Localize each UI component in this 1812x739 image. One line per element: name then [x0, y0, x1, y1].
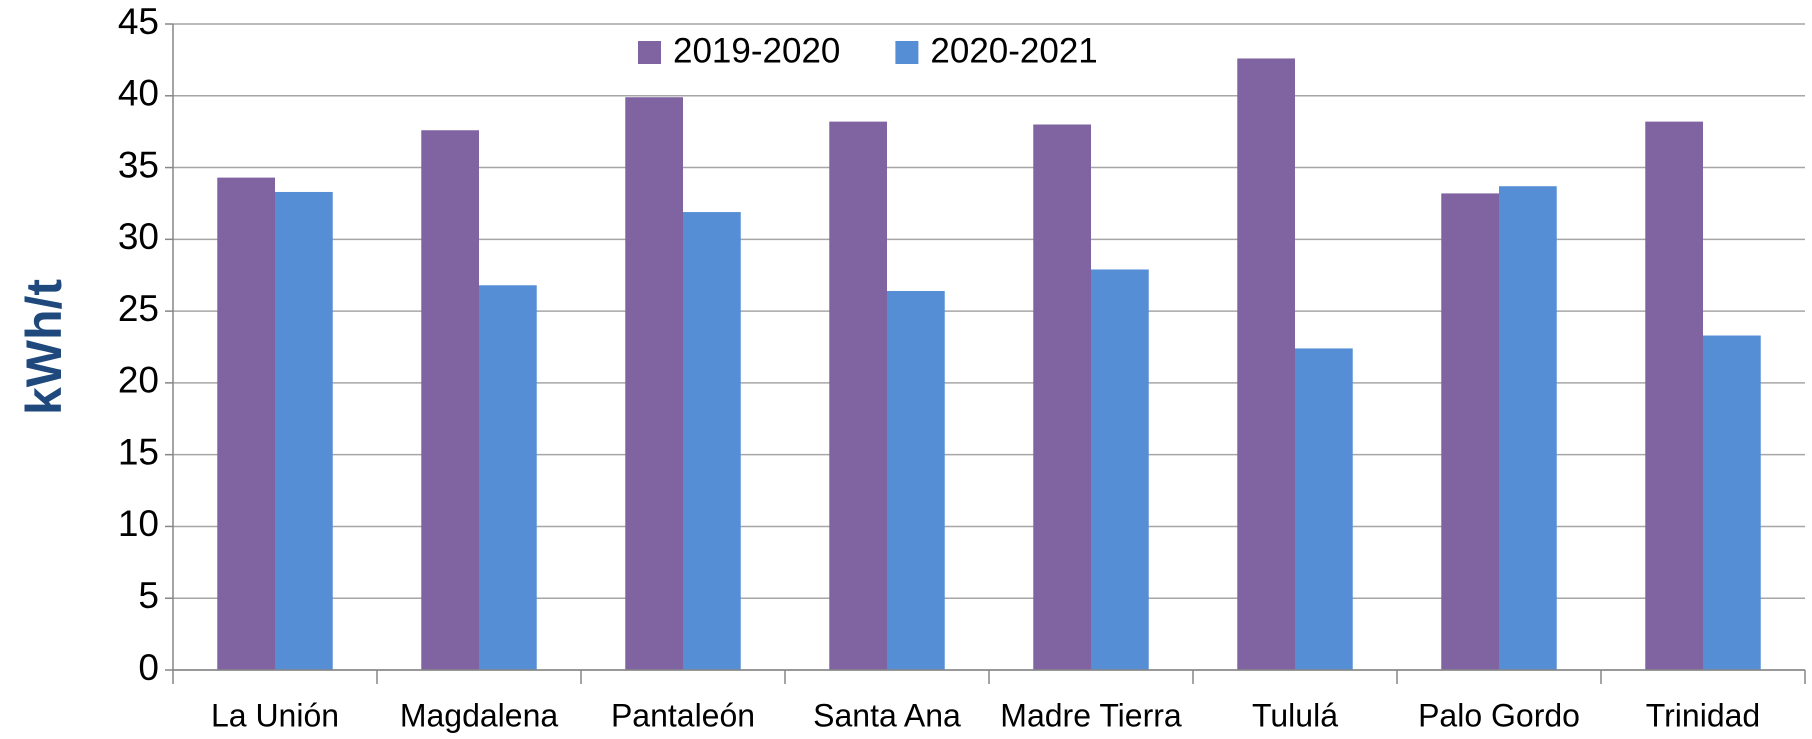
bar	[683, 212, 741, 670]
x-tick-label: Magdalena	[400, 697, 559, 733]
x-tick-label: Madre Tierra	[1000, 697, 1182, 733]
y-tick-label: 45	[118, 1, 159, 42]
y-tick-label: 0	[138, 647, 159, 688]
legend-label: 2020-2021	[930, 31, 1097, 70]
y-tick-label: 25	[118, 288, 159, 329]
x-tick-label: La Unión	[211, 697, 339, 733]
y-tick-label: 5	[138, 575, 159, 616]
bar	[1703, 335, 1761, 670]
x-tick-label: Santa Ana	[813, 697, 961, 733]
x-tick-label: Palo Gordo	[1418, 697, 1580, 733]
x-tick-label: Pantaleón	[611, 697, 755, 733]
bar	[625, 97, 683, 671]
x-tick-label: Tululá	[1252, 697, 1338, 733]
y-tick-label: 10	[118, 503, 159, 544]
bar	[479, 285, 537, 670]
bar	[275, 191, 333, 670]
legend-swatch	[895, 41, 919, 64]
bar	[217, 177, 275, 671]
legend-label: 2019-2020	[673, 31, 840, 70]
bar	[829, 121, 887, 670]
bar	[1237, 58, 1295, 671]
bar	[1091, 269, 1149, 670]
y-tick-label: 40	[118, 73, 159, 114]
y-tick-label: 15	[118, 431, 159, 472]
y-axis-label: kWh/t	[16, 279, 72, 415]
bar	[887, 291, 945, 670]
bar	[1441, 193, 1499, 670]
bar	[1499, 186, 1557, 670]
bar	[421, 130, 479, 671]
y-tick-label: 20	[118, 360, 159, 401]
bar	[1295, 348, 1353, 670]
bar	[1645, 121, 1703, 670]
bar	[1033, 124, 1091, 670]
y-tick-label: 35	[118, 144, 159, 185]
y-tick-label: 30	[118, 216, 159, 257]
legend-swatch	[638, 41, 661, 64]
x-tick-label: Trinidad	[1646, 697, 1760, 733]
